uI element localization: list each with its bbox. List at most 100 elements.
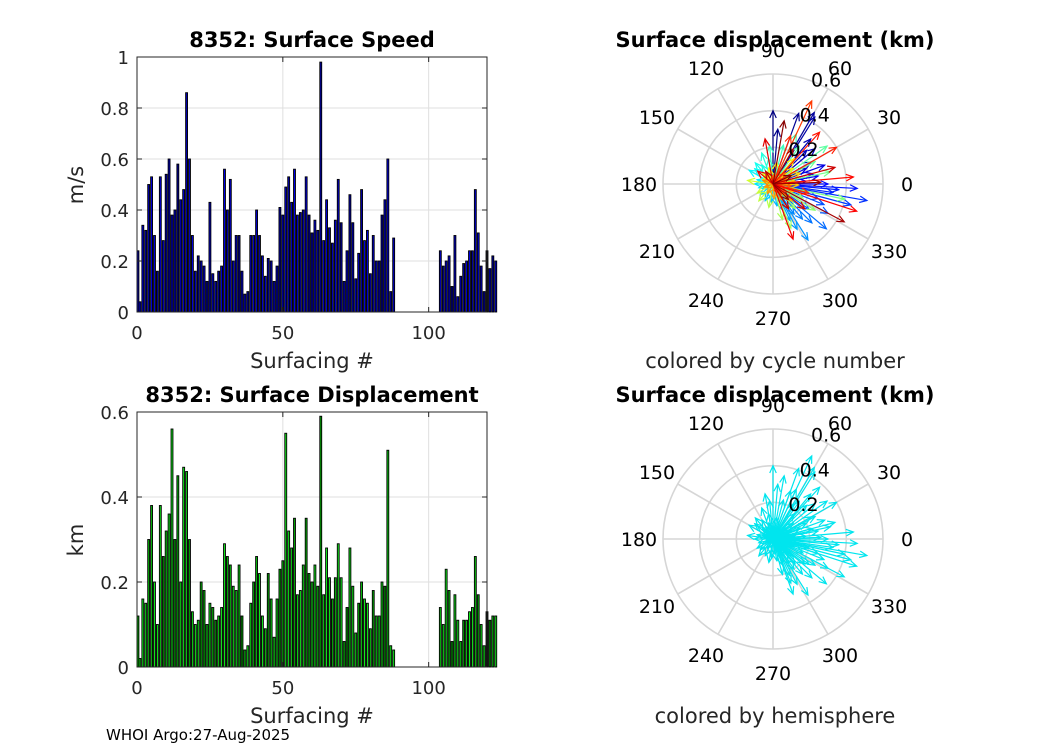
polar-hemisphere-title: Surface displacement (km) xyxy=(615,383,934,407)
polar-hemisphere-vector-head xyxy=(792,500,801,510)
polar-cycle-vector-head xyxy=(779,119,787,129)
polar-cycle-vector-head xyxy=(754,161,763,171)
polar-cycle-vector-head xyxy=(816,164,827,172)
polar-hemisphere-angle-label: 300 xyxy=(822,645,858,667)
speed-bar xyxy=(453,235,457,313)
polar-cycle-vector-head xyxy=(781,200,790,211)
speed-bar xyxy=(240,270,244,313)
speed-bar xyxy=(296,214,299,313)
speed-bar xyxy=(491,255,495,313)
polar-hemisphere-vector-head xyxy=(784,489,792,499)
speed-bar xyxy=(345,250,349,313)
polar-hemisphere-vector-head xyxy=(747,524,758,533)
polar-hemisphere-spoke xyxy=(717,538,774,635)
polar-cycle-vector-head xyxy=(790,221,798,231)
displacement-bar xyxy=(473,556,477,668)
speed-bar xyxy=(258,235,261,313)
speed-bar xyxy=(438,250,442,313)
polar-hemisphere-vector xyxy=(772,520,837,540)
polar-plot-hemisphere: Surface displacement (km) colored by hem… xyxy=(615,383,934,728)
polar-hemisphere-angle-label: 210 xyxy=(639,596,675,618)
polar-cycle-vector-head xyxy=(769,109,777,119)
displacement-bar xyxy=(298,590,302,668)
speed-bar xyxy=(476,232,480,313)
polar-hemisphere-vector-head xyxy=(769,464,777,474)
speed-bar xyxy=(316,229,320,313)
speed-chart-title: 8352: Surface Speed xyxy=(189,28,435,52)
polar-hemisphere-vector-head xyxy=(848,560,859,568)
speed-bar xyxy=(278,206,282,313)
speed-axes-box xyxy=(136,56,488,313)
polar-hemisphere-vector-head xyxy=(836,549,847,557)
polar-hemisphere-vector-head xyxy=(777,498,786,509)
polar-hemisphere-vector-head xyxy=(776,566,785,576)
polar-hemisphere-vector-shaft xyxy=(772,538,806,565)
polar-cycle-angle-label: 330 xyxy=(871,241,907,263)
speed-bar xyxy=(269,260,273,313)
displacement-bar xyxy=(450,641,454,668)
polar-hemisphere-vector-head xyxy=(783,529,793,537)
displacement-bar-chart: 8352: Surface Displacement km Surfacing … xyxy=(64,383,498,728)
displacement-bar xyxy=(158,505,162,668)
polar-hemisphere-vector-head xyxy=(858,550,869,559)
speed-bar xyxy=(263,275,267,313)
speed-bar xyxy=(304,176,308,313)
polar-cycle-vector-head xyxy=(826,165,837,173)
polar-cycle-vector xyxy=(772,145,801,185)
displacement-bar xyxy=(272,636,276,668)
polar-cycle-vector-head xyxy=(783,174,793,182)
polar-cycle-vector-head xyxy=(792,111,800,122)
speed-bar xyxy=(170,214,174,313)
displacement-bar xyxy=(275,598,279,668)
polar-hemisphere-vector-head xyxy=(806,558,817,567)
displacement-bar xyxy=(252,581,256,668)
displacement-bar xyxy=(357,602,361,668)
displacement-bar xyxy=(246,645,250,668)
displacement-y-tick-label: 0 xyxy=(118,658,129,679)
displacement-bar xyxy=(153,581,156,668)
polar-cycle-vector-shaft xyxy=(762,179,774,185)
polar-cycle-vector-head xyxy=(761,163,769,173)
speed-y-tick-label: 0 xyxy=(118,303,129,324)
displacement-bar xyxy=(193,624,197,668)
polar-cycle-vector-shaft xyxy=(772,174,792,185)
displacement-x-tick-label: 100 xyxy=(411,678,445,699)
displacement-bar xyxy=(441,624,445,668)
polar-cycle-vector-head xyxy=(842,199,853,207)
polar-hemisphere-vector-head xyxy=(753,522,763,532)
polar-cycle-r-tick-label: 0.4 xyxy=(800,104,830,126)
displacement-bar xyxy=(468,611,471,668)
polar-hemisphere-vector-shaft xyxy=(757,525,774,540)
polar-hemisphere-vector xyxy=(769,464,777,539)
speed-bar xyxy=(351,222,355,313)
speed-bar xyxy=(191,235,194,313)
speed-bar xyxy=(226,209,229,313)
speed-bar xyxy=(179,199,183,313)
speed-bar xyxy=(147,184,151,313)
polar-cycle-vector-head xyxy=(753,167,763,177)
polar-cycle-vector-head xyxy=(766,185,775,195)
polar-hemisphere-vector-head xyxy=(786,512,796,522)
displacement-bar xyxy=(392,649,396,668)
displacement-bar xyxy=(141,598,145,668)
polar-hemisphere-vector xyxy=(772,486,821,540)
polar-cycle-vector-head xyxy=(763,181,773,189)
polar-hemisphere-vector-head xyxy=(781,555,790,566)
displacement-bar xyxy=(453,594,457,668)
displacement-bar xyxy=(211,607,215,668)
polar-hemisphere-vector-head xyxy=(760,506,768,517)
polar-cycle-vector-head xyxy=(795,211,804,221)
displacement-bar xyxy=(228,564,232,668)
polar-hemisphere-vector xyxy=(772,501,838,540)
displacement-bar xyxy=(310,581,314,668)
polar-cycle-vector-head xyxy=(836,215,846,223)
polar-cycle-vector-shaft xyxy=(772,148,794,185)
polar-hemisphere-vector-head xyxy=(794,546,805,554)
polar-hemisphere-angle-label: 330 xyxy=(871,596,907,618)
polar-cycle-vector-head xyxy=(794,191,805,199)
speed-bar xyxy=(462,263,466,313)
displacement-bar xyxy=(281,560,285,668)
polar-hemisphere-vector xyxy=(762,492,774,540)
polar-hemisphere-vector-shaft xyxy=(772,501,837,540)
displacement-bar xyxy=(147,539,151,668)
